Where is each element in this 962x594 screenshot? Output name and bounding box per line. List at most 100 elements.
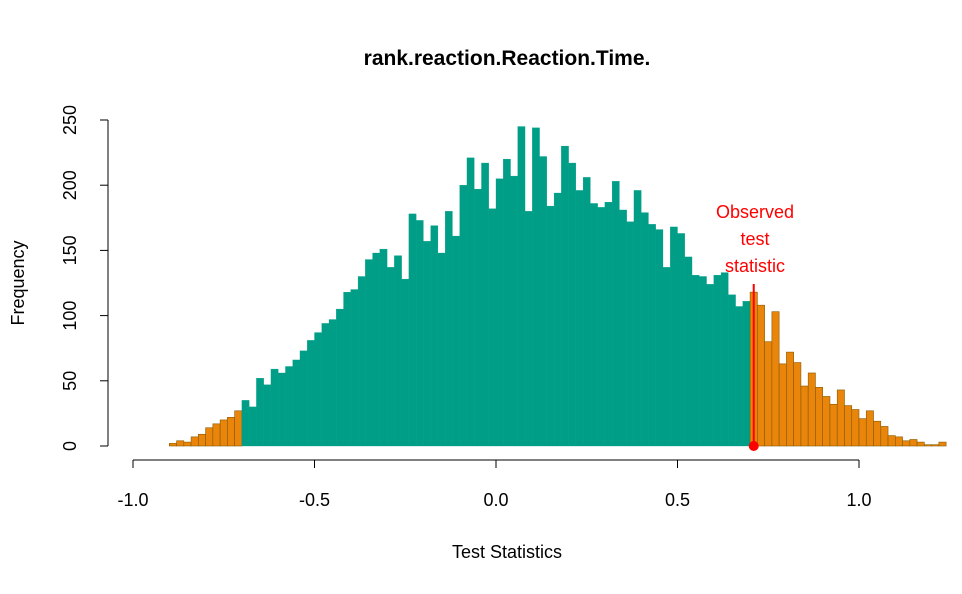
- histogram-bar: [582, 177, 591, 447]
- histogram-bar: [807, 372, 816, 447]
- histogram-bar: [648, 224, 656, 447]
- y-tick-label: 100: [60, 301, 80, 331]
- histogram-bar: [677, 233, 685, 447]
- histogram-bar: [742, 301, 751, 447]
- histogram-bar: [822, 396, 831, 447]
- y-tick-label: 50: [60, 371, 80, 391]
- histogram-bar: [212, 423, 221, 447]
- histogram-bar: [641, 212, 649, 447]
- histogram-bar: [278, 372, 286, 447]
- histogram-bar: [597, 207, 606, 447]
- histogram-bar: [604, 201, 613, 447]
- histogram-bar: [415, 220, 424, 447]
- histogram-bar: [757, 304, 765, 447]
- histogram-bar: [800, 385, 809, 447]
- histogram-bar: [699, 276, 707, 447]
- histogram-bar: [887, 435, 896, 447]
- histogram-bar: [227, 417, 235, 447]
- histogram-bar: [873, 420, 882, 447]
- histogram-bar: [655, 229, 664, 447]
- histogram-bar: [612, 181, 620, 447]
- histogram-bar: [292, 359, 301, 447]
- histogram-bar: [786, 351, 794, 447]
- histogram-bar: [474, 188, 482, 447]
- histogram-bar: [198, 433, 206, 447]
- histogram-bar: [568, 162, 577, 447]
- histogram-bar: [590, 203, 598, 447]
- histogram-bar: [394, 255, 402, 447]
- y-tick-label: 0: [60, 441, 80, 451]
- histogram-bar: [234, 410, 243, 447]
- histogram-bar: [880, 426, 889, 447]
- histogram-bar: [633, 190, 642, 447]
- histogram-bar: [365, 259, 373, 447]
- histogram-bar: [561, 145, 569, 447]
- histogram-bar: [553, 192, 562, 447]
- histogram-bar: [532, 127, 540, 447]
- histogram-bar: [205, 427, 214, 447]
- x-tick-label: -0.5: [299, 490, 330, 510]
- observed-annotation: Observed test statistic: [716, 202, 794, 451]
- histogram-bar: [691, 275, 700, 447]
- histogram-bar: [423, 241, 431, 447]
- histogram-bar: [488, 208, 497, 447]
- histogram-bar: [386, 267, 395, 447]
- histogram-bar: [764, 341, 773, 447]
- histogram-bar: [350, 289, 359, 447]
- histogram-bar: [517, 126, 526, 447]
- chart-title: rank.reaction.Reaction.Time.: [364, 47, 651, 70]
- histogram-bar: [430, 225, 439, 447]
- histogram-bar: [176, 440, 185, 447]
- histogram-bar: [626, 221, 635, 447]
- histogram-bar: [670, 226, 678, 447]
- histogram-bar: [336, 308, 344, 447]
- histogram-bar: [909, 439, 918, 447]
- x-axis: -1.0 -0.5 0.0 0.5 1.0: [117, 459, 872, 510]
- y-axis: 0 50 100 150 200 250: [60, 105, 109, 451]
- histogram-bar: [858, 418, 867, 447]
- histogram-bar: [503, 158, 511, 447]
- histogram-bar: [793, 362, 802, 447]
- observed-point: [748, 441, 759, 451]
- x-axis-label: Test Statistics: [452, 542, 562, 562]
- histogram-bar: [299, 350, 308, 447]
- histogram-bar: [328, 319, 337, 447]
- y-axis-label: Frequency: [8, 240, 28, 325]
- histogram-bar: [662, 267, 671, 447]
- histogram-bar: [931, 444, 940, 447]
- histogram-bar: [865, 410, 874, 447]
- histogram-bar: [190, 436, 199, 447]
- x-tick-label: 0.0: [483, 490, 508, 510]
- histogram-bar: [321, 323, 330, 447]
- histogram-bar: [836, 389, 845, 447]
- histogram-bar: [408, 213, 417, 447]
- histogram-bar: [735, 306, 743, 447]
- x-tick-label: -1.0: [117, 490, 148, 510]
- histogram-bar: [829, 403, 838, 447]
- histogram-bar: [241, 400, 250, 447]
- histogram-bar: [466, 157, 475, 447]
- histogram-bar: [510, 175, 518, 447]
- histogram-bar: [481, 162, 489, 447]
- y-tick-label: 200: [60, 170, 80, 200]
- histogram-bar: [183, 441, 192, 447]
- histogram-bar: [684, 256, 693, 447]
- histogram-bar: [357, 276, 366, 447]
- histogram-bar: [575, 190, 584, 447]
- histogram-bar: [916, 441, 925, 447]
- histogram-bar: [728, 294, 736, 447]
- histogram-bar: [524, 211, 533, 447]
- histogram-bar: [844, 405, 853, 447]
- histogram-bar: [546, 205, 555, 447]
- histogram-bar: [219, 419, 228, 447]
- histogram-bar: [256, 378, 264, 447]
- observed-label: statistic: [725, 256, 785, 276]
- histogram-bar: [924, 444, 932, 447]
- histogram-bar: [894, 436, 903, 447]
- histogram-bar: [401, 278, 410, 447]
- histogram-bar: [539, 156, 547, 447]
- histogram-bar: [285, 366, 293, 447]
- histogram-bar: [263, 384, 272, 447]
- histogram-bar: [437, 252, 446, 447]
- histogram-bar: [495, 178, 504, 447]
